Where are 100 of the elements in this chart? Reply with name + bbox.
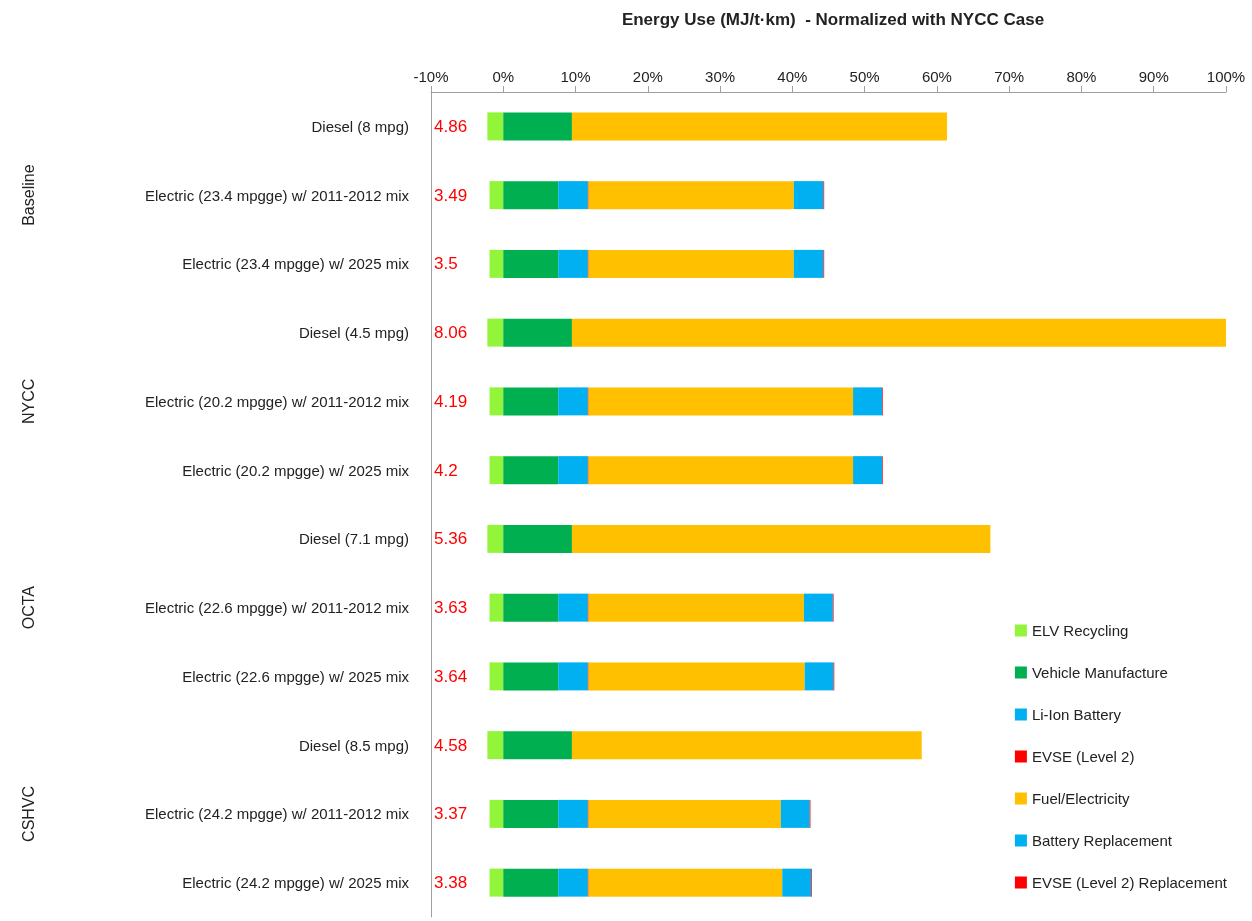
annotation: 3.63 — [434, 598, 468, 618]
legend-label: ELV Recycling — [1031, 622, 1129, 639]
x-tick-label: 50% — [849, 68, 880, 85]
bar — [558, 799, 588, 828]
bar — [489, 249, 504, 278]
bar — [804, 662, 834, 691]
bar — [588, 456, 854, 485]
bar — [489, 799, 504, 828]
x-tick-label: 60% — [921, 68, 952, 85]
bar — [503, 181, 559, 210]
x-tick-label: 100% — [1206, 68, 1246, 85]
annotation: 5.36 — [434, 529, 468, 549]
annotation: 4.19 — [434, 391, 468, 411]
legend-label: EVSE (Level 2) — [1031, 748, 1135, 765]
bar — [793, 181, 824, 210]
y-tick-label: Diesel (7.1 mpg) — [298, 530, 409, 548]
annotation: 4.2 — [434, 460, 458, 480]
bar — [803, 593, 833, 622]
bar — [588, 387, 854, 416]
annotation: 8.06 — [434, 323, 468, 343]
bar — [558, 181, 588, 210]
y-tick-label: Electric (20.2 mpgge) w/ 2025 mix — [182, 461, 410, 479]
bar — [503, 662, 559, 691]
y-tick-label: Electric (23.4 mpgge) w/ 2025 mix — [182, 255, 410, 273]
bar — [853, 387, 882, 416]
text: Baseline — [19, 164, 37, 226]
bar — [503, 249, 559, 278]
x-tick-label: 0% — [492, 68, 515, 85]
y-tick-label: Electric (23.4 mpgge) w/ 2011-2012 mix — [144, 186, 410, 204]
x-tick-label: 70% — [994, 68, 1025, 85]
bar — [489, 181, 504, 210]
bar — [503, 387, 559, 416]
bar — [558, 868, 588, 897]
bar — [489, 456, 504, 485]
chart-title: Energy Use (MJ/t·km) - Normalized with NYCC Case — [621, 10, 1045, 29]
annotation: 3.5 — [434, 254, 458, 274]
bar — [588, 799, 781, 828]
x-tick-label: 90% — [1138, 68, 1169, 85]
bar — [588, 593, 804, 622]
legend-label: Battery Replacement — [1031, 832, 1173, 849]
bar — [503, 593, 559, 622]
bar — [487, 524, 504, 553]
x-tick-label: 20% — [632, 68, 663, 85]
y-tick-label: Diesel (8.5 mpg) — [298, 736, 409, 754]
bar — [571, 112, 948, 141]
legend-label: Li-Ion Battery — [1031, 706, 1122, 723]
y-tick-label: Diesel (4.5 mpg) — [298, 324, 409, 342]
bar — [782, 868, 812, 897]
x-tick-label: -10% — [413, 68, 449, 85]
bar — [588, 868, 783, 897]
legend-label: Fuel/Electricity — [1031, 790, 1130, 807]
bar — [558, 593, 588, 622]
bar — [793, 249, 824, 278]
bar — [487, 731, 504, 760]
bar — [503, 456, 559, 485]
y-tick-label: Electric (22.6 mpgge) w/ 2011-2012 mix — [144, 599, 410, 617]
bar — [503, 868, 559, 897]
annotation: 3.37 — [434, 804, 468, 824]
bar — [489, 593, 504, 622]
annotation: 3.49 — [434, 185, 468, 205]
x-tick-label: 30% — [705, 68, 736, 85]
bar — [558, 387, 588, 416]
legend-label: Vehicle Manufacture — [1031, 664, 1168, 681]
annotation: 3.64 — [434, 666, 468, 686]
bar — [503, 112, 572, 141]
annotation: 4.86 — [434, 116, 468, 136]
bar — [558, 249, 588, 278]
bar — [558, 456, 588, 485]
text: CSHVC — [19, 785, 37, 842]
y-tick-label: Electric (24.2 mpgge) w/ 2011-2012 mix — [144, 805, 410, 823]
y-tick-label: Electric (22.6 mpgge) w/ 2025 mix — [182, 667, 410, 685]
bar — [489, 868, 504, 897]
bar — [571, 524, 991, 553]
y-tick-label: Electric (24.2 mpgge) w/ 2025 mix — [182, 874, 410, 892]
annotation: 3.38 — [434, 873, 468, 893]
text: NYCC — [19, 378, 37, 425]
x-tick-label: 40% — [777, 68, 808, 85]
text: OCTA — [19, 585, 37, 630]
bar — [571, 318, 1226, 347]
bar — [588, 181, 794, 210]
bar — [588, 662, 805, 691]
bar — [489, 662, 504, 691]
annotation: 4.58 — [434, 735, 468, 755]
legend-label: EVSE (Level 2) Replacement — [1031, 874, 1228, 891]
y-tick-label: Electric (20.2 mpgge) w/ 2011-2012 mix — [144, 392, 410, 410]
bar — [503, 524, 572, 553]
bar — [489, 387, 504, 416]
bar — [780, 799, 810, 828]
bar — [487, 112, 504, 141]
bar — [558, 662, 588, 691]
bar — [503, 799, 559, 828]
bar — [853, 456, 882, 485]
bar — [487, 318, 504, 347]
bar — [503, 318, 572, 347]
bar — [571, 731, 922, 760]
y-tick-label: Diesel (8 mpg) — [311, 117, 409, 135]
bar — [503, 731, 572, 760]
bar — [588, 249, 794, 278]
x-tick-label: 10% — [560, 68, 591, 85]
x-tick-label: 80% — [1066, 68, 1097, 85]
